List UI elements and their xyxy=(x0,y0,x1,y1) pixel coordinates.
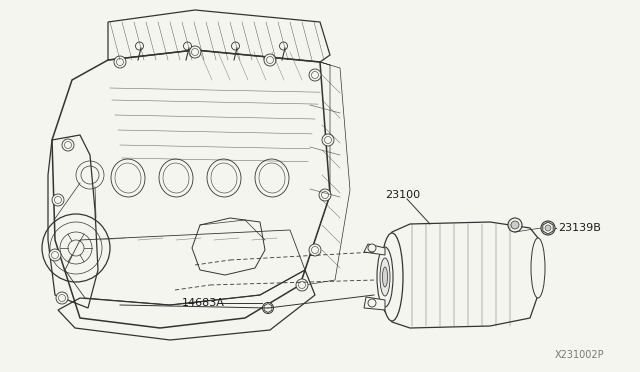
Circle shape xyxy=(49,249,61,261)
Circle shape xyxy=(56,292,68,304)
Circle shape xyxy=(511,221,519,229)
Circle shape xyxy=(264,54,276,66)
Polygon shape xyxy=(364,297,385,310)
Polygon shape xyxy=(364,244,385,255)
Ellipse shape xyxy=(377,247,393,307)
Polygon shape xyxy=(382,222,540,328)
Circle shape xyxy=(52,194,64,206)
Circle shape xyxy=(322,134,334,146)
Circle shape xyxy=(545,225,551,231)
Ellipse shape xyxy=(380,258,390,296)
Circle shape xyxy=(309,244,321,256)
Circle shape xyxy=(136,42,143,50)
Circle shape xyxy=(189,46,201,58)
Circle shape xyxy=(62,139,74,151)
Circle shape xyxy=(262,302,273,314)
Circle shape xyxy=(309,69,321,81)
Circle shape xyxy=(319,189,331,201)
Circle shape xyxy=(368,299,376,307)
Text: X231002P: X231002P xyxy=(555,350,605,360)
Text: 23139B: 23139B xyxy=(558,223,601,233)
Circle shape xyxy=(114,56,126,68)
Circle shape xyxy=(508,218,522,232)
Text: 23100: 23100 xyxy=(385,190,420,200)
Ellipse shape xyxy=(381,233,403,321)
Ellipse shape xyxy=(383,267,387,287)
Ellipse shape xyxy=(531,238,545,298)
Circle shape xyxy=(368,244,376,252)
Circle shape xyxy=(541,221,555,235)
Text: 14683A: 14683A xyxy=(182,298,225,308)
Circle shape xyxy=(184,42,191,50)
Circle shape xyxy=(296,279,308,291)
Circle shape xyxy=(232,42,239,50)
Circle shape xyxy=(280,42,287,50)
